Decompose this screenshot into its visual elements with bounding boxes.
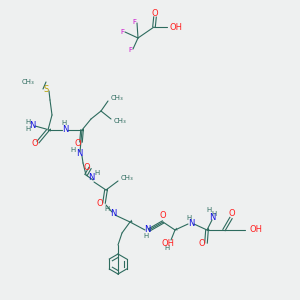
- Text: O: O: [32, 139, 38, 148]
- Text: N: N: [88, 173, 94, 182]
- Text: CH₃: CH₃: [114, 118, 127, 124]
- Text: O: O: [152, 10, 158, 19]
- Text: H: H: [26, 126, 31, 132]
- Text: N: N: [29, 122, 35, 130]
- Polygon shape: [106, 188, 108, 192]
- Text: OH: OH: [161, 238, 175, 247]
- Text: N: N: [144, 226, 150, 235]
- Text: N: N: [209, 212, 215, 221]
- Text: N: N: [188, 220, 194, 229]
- Text: S: S: [44, 85, 49, 94]
- Polygon shape: [175, 228, 178, 230]
- Polygon shape: [82, 128, 84, 132]
- Text: H: H: [104, 206, 110, 212]
- Text: H: H: [206, 207, 211, 213]
- Text: H: H: [70, 147, 76, 153]
- Text: O: O: [84, 163, 90, 172]
- Text: H: H: [143, 233, 148, 239]
- Polygon shape: [207, 228, 210, 230]
- Text: H: H: [26, 119, 31, 125]
- Text: F: F: [120, 29, 124, 35]
- Text: H: H: [212, 211, 217, 217]
- Text: O: O: [160, 211, 166, 220]
- Text: O: O: [199, 239, 205, 248]
- Text: OH: OH: [169, 22, 182, 32]
- Text: F: F: [132, 19, 136, 25]
- Polygon shape: [48, 128, 51, 132]
- Text: CH₃: CH₃: [111, 95, 124, 101]
- Text: H: H: [186, 215, 192, 221]
- Text: CH₃: CH₃: [121, 175, 134, 181]
- Text: N: N: [76, 149, 82, 158]
- Text: N: N: [62, 125, 68, 134]
- Text: O: O: [229, 209, 235, 218]
- Polygon shape: [130, 220, 133, 222]
- Text: OH: OH: [249, 226, 262, 235]
- Text: O: O: [97, 199, 103, 208]
- Text: H: H: [94, 170, 100, 176]
- Text: O: O: [75, 139, 81, 148]
- Text: CH₃: CH₃: [21, 79, 34, 85]
- Text: N: N: [110, 208, 116, 217]
- Text: H: H: [164, 245, 169, 251]
- Text: F: F: [128, 47, 132, 53]
- Text: H: H: [61, 120, 67, 126]
